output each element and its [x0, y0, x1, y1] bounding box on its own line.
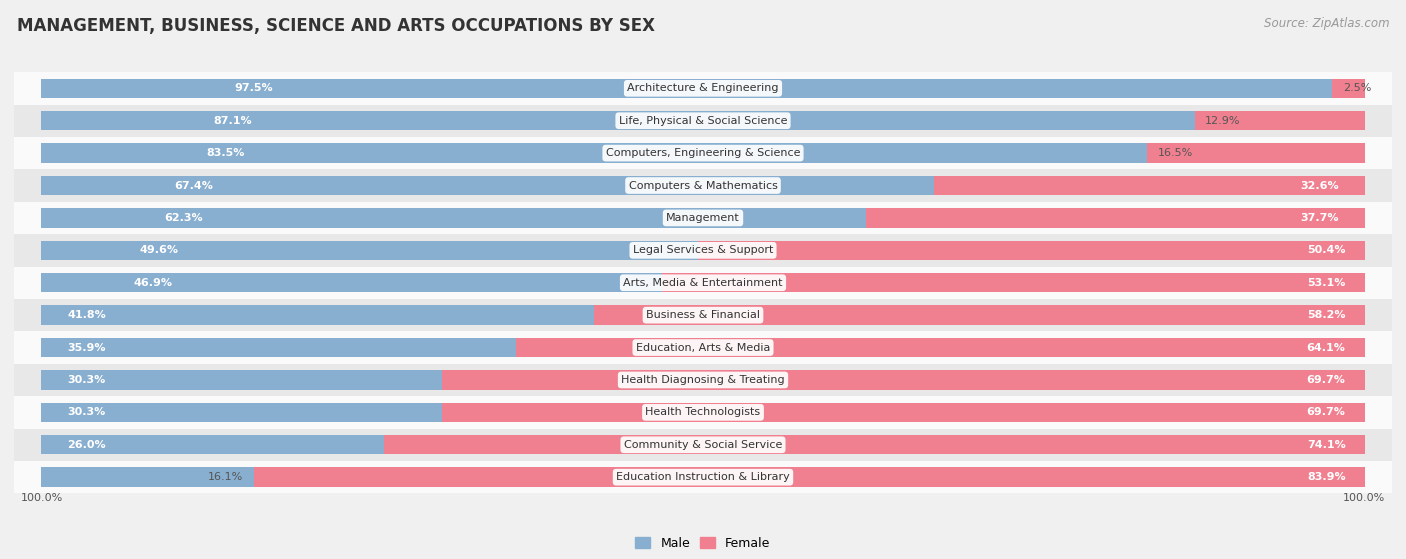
- Bar: [14, 364, 1392, 396]
- Text: 69.7%: 69.7%: [1306, 375, 1346, 385]
- Text: Computers, Engineering & Science: Computers, Engineering & Science: [606, 148, 800, 158]
- Bar: [384, 435, 1365, 454]
- Text: Health Diagnosing & Treating: Health Diagnosing & Treating: [621, 375, 785, 385]
- Bar: [1333, 79, 1365, 98]
- Bar: [41, 467, 254, 487]
- Bar: [662, 273, 1365, 292]
- Text: 64.1%: 64.1%: [1306, 343, 1346, 353]
- Text: Computers & Mathematics: Computers & Mathematics: [628, 181, 778, 191]
- Bar: [14, 202, 1392, 234]
- Text: 87.1%: 87.1%: [214, 116, 252, 126]
- Text: 83.9%: 83.9%: [1308, 472, 1346, 482]
- Text: 35.9%: 35.9%: [67, 343, 105, 353]
- Text: 16.5%: 16.5%: [1157, 148, 1192, 158]
- Text: 46.9%: 46.9%: [134, 278, 173, 288]
- Text: Arts, Media & Entertainment: Arts, Media & Entertainment: [623, 278, 783, 288]
- Bar: [697, 240, 1365, 260]
- Bar: [41, 176, 934, 195]
- Bar: [41, 208, 866, 228]
- Text: 2.5%: 2.5%: [1343, 83, 1371, 93]
- Bar: [516, 338, 1365, 357]
- Legend: Male, Female: Male, Female: [630, 532, 776, 555]
- Bar: [441, 370, 1365, 390]
- Bar: [1195, 111, 1365, 130]
- Bar: [41, 402, 441, 422]
- Text: 26.0%: 26.0%: [67, 440, 105, 450]
- Text: 100.0%: 100.0%: [21, 493, 63, 503]
- Bar: [41, 79, 1333, 98]
- Text: Architecture & Engineering: Architecture & Engineering: [627, 83, 779, 93]
- Bar: [14, 105, 1392, 137]
- Text: 50.4%: 50.4%: [1308, 245, 1346, 255]
- Bar: [595, 305, 1365, 325]
- Bar: [14, 72, 1392, 105]
- Text: 32.6%: 32.6%: [1301, 181, 1339, 191]
- Bar: [41, 338, 516, 357]
- Text: Management: Management: [666, 213, 740, 223]
- Text: 16.1%: 16.1%: [208, 472, 243, 482]
- Text: Life, Physical & Social Science: Life, Physical & Social Science: [619, 116, 787, 126]
- Bar: [41, 273, 662, 292]
- Bar: [14, 461, 1392, 494]
- Text: 49.6%: 49.6%: [139, 245, 179, 255]
- Bar: [14, 267, 1392, 299]
- Bar: [41, 144, 1147, 163]
- Text: 30.3%: 30.3%: [67, 375, 105, 385]
- Text: Business & Financial: Business & Financial: [645, 310, 761, 320]
- Text: Education, Arts & Media: Education, Arts & Media: [636, 343, 770, 353]
- Bar: [41, 240, 697, 260]
- Bar: [441, 402, 1365, 422]
- Bar: [14, 137, 1392, 169]
- Text: 83.5%: 83.5%: [207, 148, 245, 158]
- Bar: [41, 111, 1195, 130]
- Text: 67.4%: 67.4%: [174, 181, 214, 191]
- Text: 53.1%: 53.1%: [1308, 278, 1346, 288]
- Text: 37.7%: 37.7%: [1301, 213, 1339, 223]
- Bar: [254, 467, 1365, 487]
- Text: Legal Services & Support: Legal Services & Support: [633, 245, 773, 255]
- Bar: [866, 208, 1365, 228]
- Text: 97.5%: 97.5%: [235, 83, 273, 93]
- Text: Education Instruction & Library: Education Instruction & Library: [616, 472, 790, 482]
- Text: 30.3%: 30.3%: [67, 408, 105, 418]
- Bar: [14, 169, 1392, 202]
- Text: Health Technologists: Health Technologists: [645, 408, 761, 418]
- Text: 100.0%: 100.0%: [1343, 493, 1385, 503]
- Bar: [1147, 144, 1365, 163]
- Text: Community & Social Service: Community & Social Service: [624, 440, 782, 450]
- Bar: [14, 429, 1392, 461]
- Bar: [41, 305, 595, 325]
- Bar: [14, 396, 1392, 429]
- Bar: [934, 176, 1365, 195]
- Bar: [14, 331, 1392, 364]
- Text: 69.7%: 69.7%: [1306, 408, 1346, 418]
- Text: MANAGEMENT, BUSINESS, SCIENCE AND ARTS OCCUPATIONS BY SEX: MANAGEMENT, BUSINESS, SCIENCE AND ARTS O…: [17, 17, 655, 35]
- Text: Source: ZipAtlas.com: Source: ZipAtlas.com: [1264, 17, 1389, 30]
- Text: 74.1%: 74.1%: [1306, 440, 1346, 450]
- Text: 41.8%: 41.8%: [67, 310, 105, 320]
- Text: 12.9%: 12.9%: [1205, 116, 1240, 126]
- Bar: [14, 234, 1392, 267]
- Bar: [41, 435, 385, 454]
- Text: 62.3%: 62.3%: [165, 213, 202, 223]
- Text: 58.2%: 58.2%: [1308, 310, 1346, 320]
- Bar: [41, 370, 441, 390]
- Bar: [14, 299, 1392, 331]
